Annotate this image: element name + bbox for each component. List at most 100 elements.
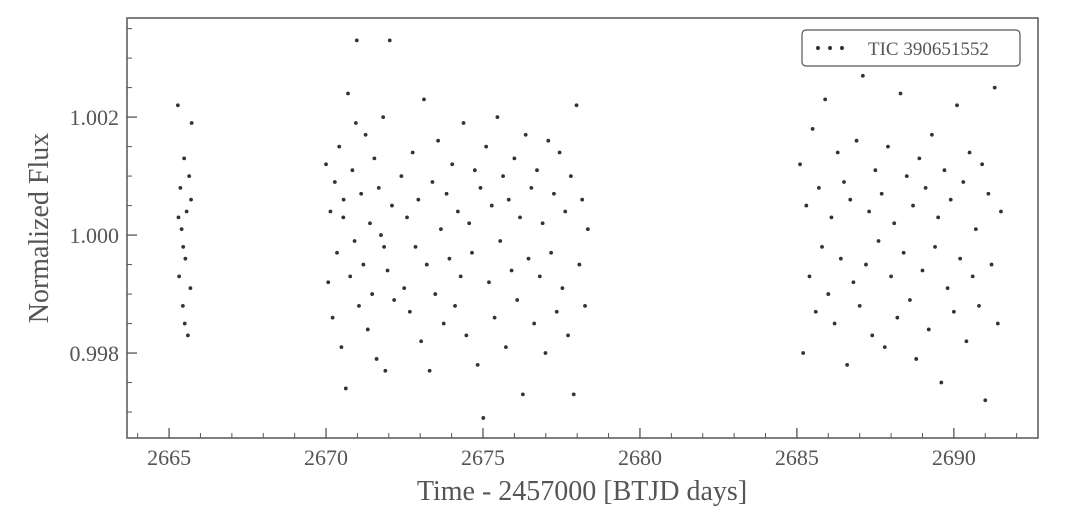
- data-point: [518, 215, 522, 220]
- y-tick-label: 0.998: [70, 341, 120, 366]
- data-point: [917, 156, 922, 161]
- data-point: [948, 197, 953, 202]
- data-point: [549, 250, 554, 255]
- data-point: [182, 321, 187, 326]
- data-point: [324, 162, 328, 167]
- data-point: [964, 339, 969, 344]
- data-point: [374, 357, 379, 361]
- data-point: [560, 286, 565, 291]
- data-point: [876, 239, 881, 243]
- data-point: [330, 315, 335, 320]
- data-point: [870, 333, 875, 338]
- data-point: [864, 262, 868, 267]
- data-point: [475, 362, 480, 367]
- data-point: [365, 327, 370, 332]
- data-point: [413, 244, 418, 249]
- data-point: [936, 215, 941, 220]
- x-axis-label: Time - 2457000 [BTJD days]: [417, 476, 747, 507]
- x-tick-label: 2690: [932, 445, 976, 470]
- y-axis-label: Normalized Flux: [24, 133, 55, 324]
- data-point: [350, 168, 355, 173]
- data-point: [995, 321, 1000, 326]
- data-point: [989, 262, 994, 267]
- data-point: [967, 150, 972, 155]
- data-point: [816, 185, 821, 190]
- data-point: [820, 244, 824, 249]
- data-point: [523, 132, 528, 137]
- data-point: [807, 274, 812, 279]
- data-point: [176, 215, 181, 220]
- data-point: [886, 144, 890, 149]
- data-point: [359, 191, 364, 196]
- data-point: [563, 209, 568, 214]
- data-point: [399, 174, 404, 178]
- data-point: [860, 73, 865, 78]
- data-point: [484, 144, 489, 149]
- data-point: [328, 209, 333, 214]
- data-point: [464, 333, 469, 338]
- data-point: [506, 197, 511, 202]
- data-point: [337, 144, 342, 149]
- data-point: [379, 233, 383, 237]
- data-point: [826, 292, 831, 296]
- data-point: [942, 168, 947, 173]
- data-point: [179, 227, 184, 232]
- data-point: [382, 244, 387, 249]
- data-point: [554, 309, 559, 314]
- data-point: [838, 256, 843, 261]
- data-point: [999, 209, 1003, 214]
- data-point: [439, 227, 443, 232]
- data-point: [546, 138, 551, 143]
- data-point: [354, 38, 359, 43]
- data-point: [357, 303, 361, 308]
- data-point: [540, 221, 545, 226]
- data-point: [353, 121, 358, 125]
- data-point: [983, 398, 988, 403]
- data-point: [973, 227, 978, 232]
- data-point: [580, 197, 585, 202]
- data-point: [498, 239, 503, 243]
- data-point: [992, 85, 997, 90]
- data-point: [387, 38, 392, 43]
- data-point: [908, 298, 912, 302]
- y-tick-label: 1.002: [70, 105, 120, 130]
- data-point: [801, 351, 806, 355]
- data-point: [980, 162, 985, 167]
- data-point: [427, 368, 432, 373]
- data-point: [529, 185, 534, 190]
- data-point: [177, 274, 182, 279]
- data-point: [532, 321, 537, 326]
- scatter-series: [175, 38, 1003, 420]
- data-point: [346, 91, 350, 96]
- data-point: [348, 274, 353, 279]
- data-point: [929, 132, 934, 137]
- x-tick-label: 2665: [147, 445, 191, 470]
- data-point: [577, 262, 582, 267]
- data-point: [450, 162, 455, 167]
- data-point: [178, 185, 183, 190]
- data-point: [188, 286, 193, 291]
- data-point: [904, 174, 909, 178]
- data-point: [478, 185, 483, 190]
- data-point: [381, 115, 386, 120]
- data-point: [419, 339, 424, 344]
- data-point: [184, 209, 189, 214]
- data-point: [823, 97, 828, 102]
- data-point: [543, 351, 548, 355]
- data-point: [467, 221, 472, 226]
- data-point: [363, 132, 368, 137]
- data-point: [368, 221, 372, 226]
- data-point: [867, 209, 872, 214]
- data-point: [180, 303, 185, 308]
- data-point: [920, 268, 925, 273]
- data-point: [845, 362, 850, 367]
- data-point: [504, 345, 508, 350]
- x-tick-label: 2685: [775, 445, 819, 470]
- data-point: [566, 333, 570, 338]
- data-point: [557, 150, 562, 155]
- data-point: [835, 150, 840, 155]
- data-point: [175, 103, 180, 108]
- data-point: [895, 315, 900, 320]
